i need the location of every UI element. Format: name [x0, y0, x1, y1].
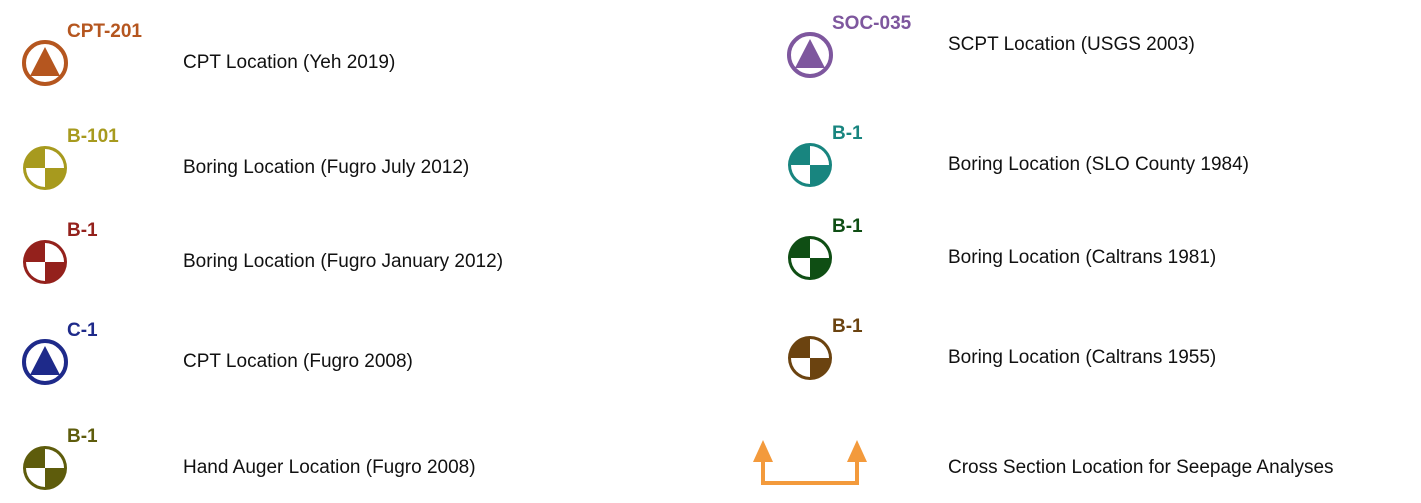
- legend-item: B-1 Boring Location (Caltrans 1955): [788, 316, 1216, 380]
- section-line: [761, 460, 859, 485]
- legend-description: SCPT Location (USGS 2003): [948, 34, 1195, 55]
- legend-description: Boring Location (Caltrans 1981): [948, 247, 1216, 268]
- cpt-triangle: [30, 47, 60, 76]
- legend-item: SOC-035 SCPT Location (USGS 2003): [787, 13, 1195, 78]
- legend-item: Cross Section Location for Seepage Analy…: [753, 440, 1334, 485]
- legend-item: C-1 CPT Location (Fugro 2008): [22, 320, 413, 385]
- symbol-label: B-1: [832, 216, 863, 237]
- boring-quadrant: [810, 239, 829, 258]
- symbol-label: B-1: [67, 220, 98, 241]
- legend-item: B-101 Boring Location (Fugro July 2012): [23, 126, 469, 190]
- boring-quadrant: [810, 339, 829, 358]
- boring-quadrant: [810, 146, 829, 165]
- boring-quadrant: [26, 262, 45, 281]
- boring-quadrant: [791, 258, 810, 277]
- boring-quadrant: [45, 243, 64, 262]
- boring-quadrant: [26, 168, 45, 187]
- boring-quadrant: [45, 149, 64, 168]
- section-arrow: [753, 440, 773, 462]
- boring-quadrant: [791, 165, 810, 184]
- symbol-label: B-101: [67, 126, 119, 147]
- boring-quadrant: [791, 358, 810, 377]
- boring-quadrant: [45, 449, 64, 468]
- symbol-label: C-1: [67, 320, 98, 341]
- legend-description: Boring Location (SLO County 1984): [948, 154, 1249, 175]
- symbol-label: B-1: [67, 426, 98, 447]
- symbol-label: CPT-201: [67, 21, 142, 42]
- legend-description: Hand Auger Location (Fugro 2008): [183, 457, 476, 478]
- legend-item: B-1 Boring Location (Caltrans 1981): [788, 216, 1216, 280]
- legend-item: B-1 Boring Location (Fugro January 2012): [23, 220, 503, 284]
- legend-item: B-1 Hand Auger Location (Fugro 2008): [23, 426, 476, 490]
- cpt-triangle: [30, 346, 60, 375]
- symbol-label: B-1: [832, 123, 863, 144]
- legend-item: B-1 Boring Location (SLO County 1984): [788, 123, 1249, 187]
- legend-description: CPT Location (Yeh 2019): [183, 52, 395, 73]
- legend-description: Cross Section Location for Seepage Analy…: [948, 457, 1334, 478]
- section-arrow: [847, 440, 867, 462]
- legend-description: Boring Location (Caltrans 1955): [948, 347, 1216, 368]
- legend-description: Boring Location (Fugro January 2012): [183, 251, 503, 272]
- cpt-triangle: [795, 39, 825, 68]
- legend-description: Boring Location (Fugro July 2012): [183, 157, 469, 178]
- legend-description: CPT Location (Fugro 2008): [183, 351, 413, 372]
- legend-item: CPT-201 CPT Location (Yeh 2019): [22, 21, 395, 86]
- boring-quadrant: [26, 468, 45, 487]
- symbol-label: SOC-035: [832, 13, 912, 34]
- symbol-label: B-1: [832, 316, 863, 337]
